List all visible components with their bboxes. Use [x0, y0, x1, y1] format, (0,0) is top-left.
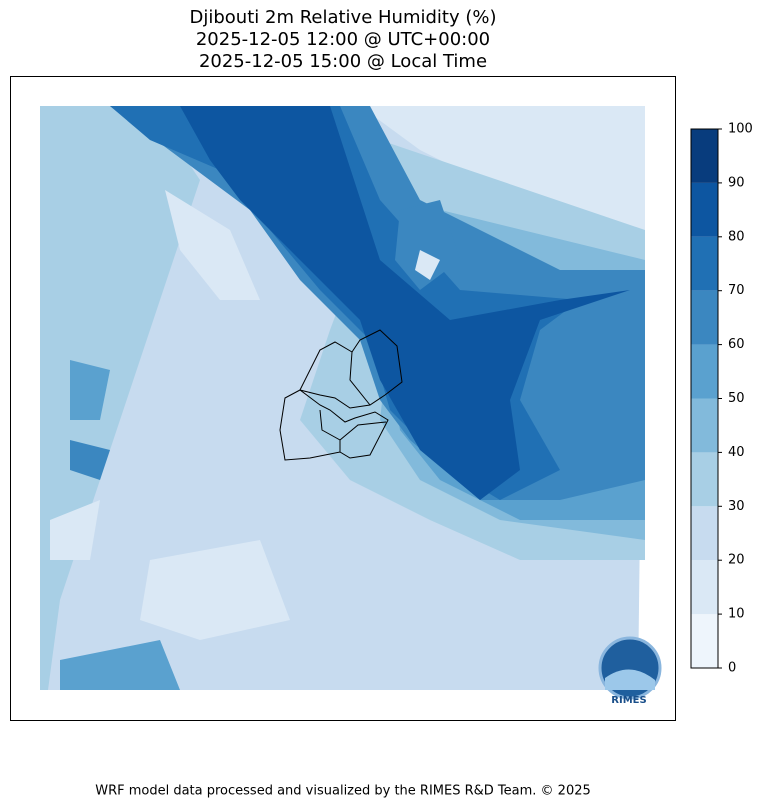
- contour-region: [60, 640, 180, 690]
- contour-region: [180, 106, 630, 500]
- contour-region: [140, 540, 290, 640]
- colorbar-tick-label: 90: [728, 175, 745, 190]
- title-line: 2025-12-05 12:00 @ UTC+00:00: [196, 29, 490, 50]
- contour-region: [70, 440, 110, 480]
- title-line: Djibouti 2m Relative Humidity (%): [190, 7, 497, 28]
- logo-text: RIMES: [611, 695, 646, 706]
- colorbar-tick-label: 60: [728, 337, 745, 352]
- contour-region: [395, 200, 460, 290]
- colorbar-tick-label: 40: [728, 445, 745, 460]
- footer: WRF model data processed and visualized …: [95, 784, 591, 799]
- title-line: 2025-12-05 15:00 @ Local Time: [199, 51, 487, 72]
- contour-region: [40, 106, 200, 690]
- contour-region: [70, 360, 110, 420]
- colorbar-tick-label: 80: [728, 229, 745, 244]
- colorbar-band: [691, 129, 718, 183]
- colorbar-tick-label: 30: [728, 499, 745, 514]
- colorbar-tick-label: 50: [728, 391, 745, 406]
- colorbar-tick-label: 100: [728, 122, 753, 137]
- colorbar-tick-label: 10: [728, 607, 745, 622]
- map-field: [40, 106, 645, 690]
- contour-region: [165, 190, 260, 300]
- colorbar-band: [691, 560, 718, 615]
- contour-region: [50, 500, 100, 560]
- colorbar-tick-label: 0: [728, 661, 736, 676]
- contour-region: [415, 250, 440, 280]
- colorbar-band: [691, 398, 718, 453]
- colorbar-tick-label: 20: [728, 553, 745, 568]
- colorbar: 0 10 20 30 40 50 60 70 80 90 100: [690, 122, 753, 676]
- colorbar-band: [691, 236, 718, 291]
- colorbar-band: [691, 344, 718, 399]
- colorbar-band: [691, 290, 718, 345]
- logo: RIMES: [598, 636, 662, 706]
- colorbar-band: [691, 614, 718, 668]
- colorbar-band: [691, 182, 718, 237]
- colorbar-band: [691, 452, 718, 507]
- borders: [279, 329, 403, 461]
- colorbar-band: [691, 506, 718, 561]
- colorbar-tick-label: 70: [728, 283, 745, 298]
